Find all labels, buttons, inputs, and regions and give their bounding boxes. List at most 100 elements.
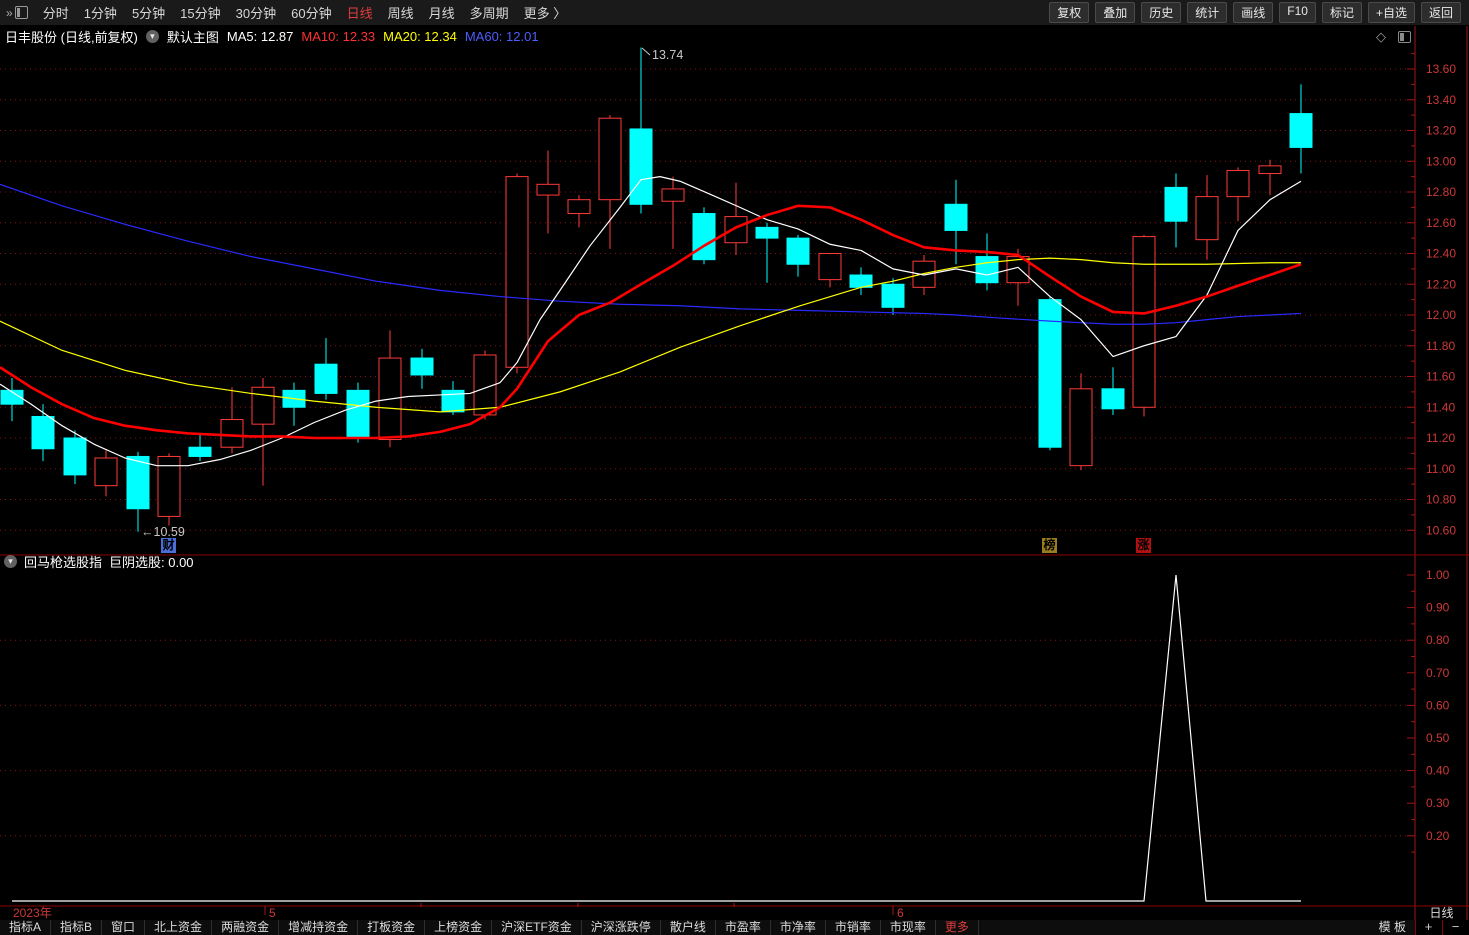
add-watchlist-button[interactable]: +自选 bbox=[1367, 2, 1415, 23]
toolbar-more[interactable]: 更多 bbox=[936, 920, 979, 935]
statistics-button[interactable]: 统计 bbox=[1187, 2, 1228, 23]
price-tick-label: 13.40 bbox=[1426, 93, 1456, 107]
tab-5min[interactable]: 5分钟 bbox=[131, 6, 166, 21]
toolbar-pe-ratio[interactable]: 市盈率 bbox=[716, 920, 771, 935]
candle-up bbox=[661, 188, 685, 202]
tab-monthly[interactable]: 月线 bbox=[428, 6, 455, 21]
candle-up bbox=[505, 176, 529, 368]
tab-more[interactable]: 更多 〉 bbox=[523, 6, 567, 21]
back-button[interactable]: 返回 bbox=[1420, 2, 1461, 23]
tab-15min[interactable]: 15分钟 bbox=[180, 6, 221, 21]
candle-up bbox=[818, 253, 842, 281]
price-tick-label: 12.60 bbox=[1426, 216, 1456, 230]
price-tick-label: 11.60 bbox=[1426, 370, 1455, 384]
tab-60min[interactable]: 60分钟 bbox=[291, 6, 332, 21]
candle-up bbox=[536, 183, 560, 196]
candle-down bbox=[975, 256, 999, 284]
toolbar-list-funds[interactable]: 上榜资金 bbox=[425, 920, 493, 935]
toolbar-etf-funds[interactable]: 沪深ETF资金 bbox=[492, 920, 582, 935]
tab-multi-period[interactable]: 多周期 bbox=[469, 6, 509, 21]
overlay-button[interactable]: 叠加 bbox=[1095, 2, 1136, 23]
sub-tick-label: 0.30 bbox=[1426, 796, 1450, 810]
mark-button[interactable]: 标记 bbox=[1321, 2, 1362, 23]
sub-tick-label: 0.60 bbox=[1426, 698, 1450, 712]
candle-up bbox=[1226, 169, 1250, 198]
panel-collapse-icon[interactable]: » bbox=[6, 6, 28, 20]
toolbar-indicator-a[interactable]: 指标A bbox=[0, 920, 52, 935]
sub-tick-label: 0.80 bbox=[1426, 633, 1450, 647]
period-label-cell: 日线 bbox=[1429, 906, 1454, 920]
candle-down bbox=[692, 213, 716, 261]
toolbar-limit-updown[interactable]: 沪深涨跌停 bbox=[582, 920, 661, 935]
zoom-out-button[interactable]: − bbox=[1442, 920, 1468, 935]
diamond-icon[interactable]: ◇ bbox=[1376, 28, 1386, 44]
toolbar-northbound-funds[interactable]: 北上资金 bbox=[145, 920, 213, 935]
toolbar-ps-ratio[interactable]: 市销率 bbox=[826, 920, 881, 935]
candle-down bbox=[314, 363, 338, 394]
zoom-in-button[interactable]: + bbox=[1415, 920, 1441, 935]
toolbar-pb-ratio[interactable]: 市净率 bbox=[771, 920, 826, 935]
price-tick-label: 10.60 bbox=[1426, 523, 1456, 537]
history-button[interactable]: 历史 bbox=[1141, 2, 1182, 23]
indicator-name[interactable]: 回马枪选股指 bbox=[24, 555, 103, 570]
toolbar-indicator-b[interactable]: 指标B bbox=[51, 920, 103, 935]
price-tick-label: 11.00 bbox=[1426, 462, 1455, 476]
candle-down bbox=[786, 237, 810, 265]
draw-line-button[interactable]: 画线 bbox=[1233, 2, 1274, 23]
candle-down bbox=[755, 226, 779, 239]
price-tick-label: 12.00 bbox=[1426, 308, 1456, 322]
bottom-toolbar: 指标A 指标B 窗口 北上资金 两融资金 增减持资金 打板资金 上榜资金 沪深E… bbox=[0, 920, 1415, 935]
annotation-arrow bbox=[641, 47, 651, 56]
ma-lines-layer bbox=[0, 176, 1302, 467]
annotations-layer: 13.74 ←10.59 bbox=[141, 47, 683, 539]
price-tick-label: 13.20 bbox=[1426, 124, 1456, 138]
candle-up bbox=[1069, 388, 1093, 467]
layout-split-icon[interactable] bbox=[1398, 30, 1411, 43]
title-right-icons: ◇ bbox=[1376, 29, 1469, 45]
ma10-value-label: MA10: 12.33 bbox=[301, 29, 376, 44]
tab-30min[interactable]: 30分钟 bbox=[235, 6, 277, 21]
toolbar-margin-funds[interactable]: 两融资金 bbox=[212, 920, 280, 935]
toolbar-retail-line[interactable]: 散户线 bbox=[661, 920, 716, 935]
candle-down bbox=[188, 446, 212, 457]
month-label: 5 bbox=[269, 906, 276, 920]
event-tag: 涨 bbox=[1136, 538, 1151, 553]
candle-down bbox=[1038, 299, 1062, 448]
candle-down bbox=[944, 203, 968, 231]
candle-down bbox=[1164, 186, 1188, 222]
ma5-value-label: MA5: 12.87 bbox=[226, 29, 294, 44]
price-annotation: ←10.59 bbox=[141, 525, 185, 539]
main-chart-style-label[interactable]: 默认主图 bbox=[166, 30, 219, 45]
candle-up bbox=[251, 386, 275, 425]
toolbar-pcf-ratio[interactable]: 市现率 bbox=[881, 920, 936, 935]
price-tick-label: 12.20 bbox=[1426, 277, 1456, 291]
ma-line-ma10 bbox=[0, 204, 1302, 440]
toolbar-holdings-change-funds[interactable]: 增减持资金 bbox=[279, 920, 359, 935]
candle-up bbox=[1258, 165, 1282, 175]
candle-down bbox=[1289, 113, 1313, 148]
candle-up bbox=[157, 455, 181, 517]
indicator-title-bar: ▾ 回马枪选股指 巨阴选股: 0.00 bbox=[4, 553, 194, 570]
sub-tick-label: 0.20 bbox=[1426, 829, 1450, 843]
event-tag: 榜 bbox=[1042, 538, 1057, 553]
f10-button[interactable]: F10 bbox=[1279, 2, 1316, 23]
candle-down bbox=[1101, 388, 1125, 410]
candle-up bbox=[912, 260, 936, 288]
price-tick-label: 11.80 bbox=[1426, 339, 1455, 353]
tab-1min[interactable]: 1分钟 bbox=[83, 6, 117, 21]
toolbar-window[interactable]: 窗口 bbox=[102, 920, 146, 935]
tab-weekly[interactable]: 周线 bbox=[387, 6, 414, 21]
chevron-down-circle-icon[interactable]: ▾ bbox=[4, 555, 17, 568]
tab-daily[interactable]: 日线 bbox=[346, 6, 373, 21]
price-annotation: 13.74 bbox=[652, 48, 683, 62]
chevron-down-circle-icon[interactable]: ▾ bbox=[145, 30, 159, 43]
adjust-price-button[interactable]: 复权 bbox=[1049, 2, 1090, 23]
candle-up bbox=[220, 419, 244, 448]
template-button[interactable]: 模 板 bbox=[1378, 920, 1406, 934]
symbol-title: 日丰股份 (日线,前复权) bbox=[5, 30, 138, 45]
tab-timeshare[interactable]: 分时 bbox=[42, 6, 69, 21]
price-tick-label: 10.80 bbox=[1426, 493, 1456, 507]
candle-down bbox=[126, 455, 150, 510]
toolbar-limit-board-funds[interactable]: 打板资金 bbox=[358, 920, 426, 935]
candle-down bbox=[441, 389, 465, 413]
